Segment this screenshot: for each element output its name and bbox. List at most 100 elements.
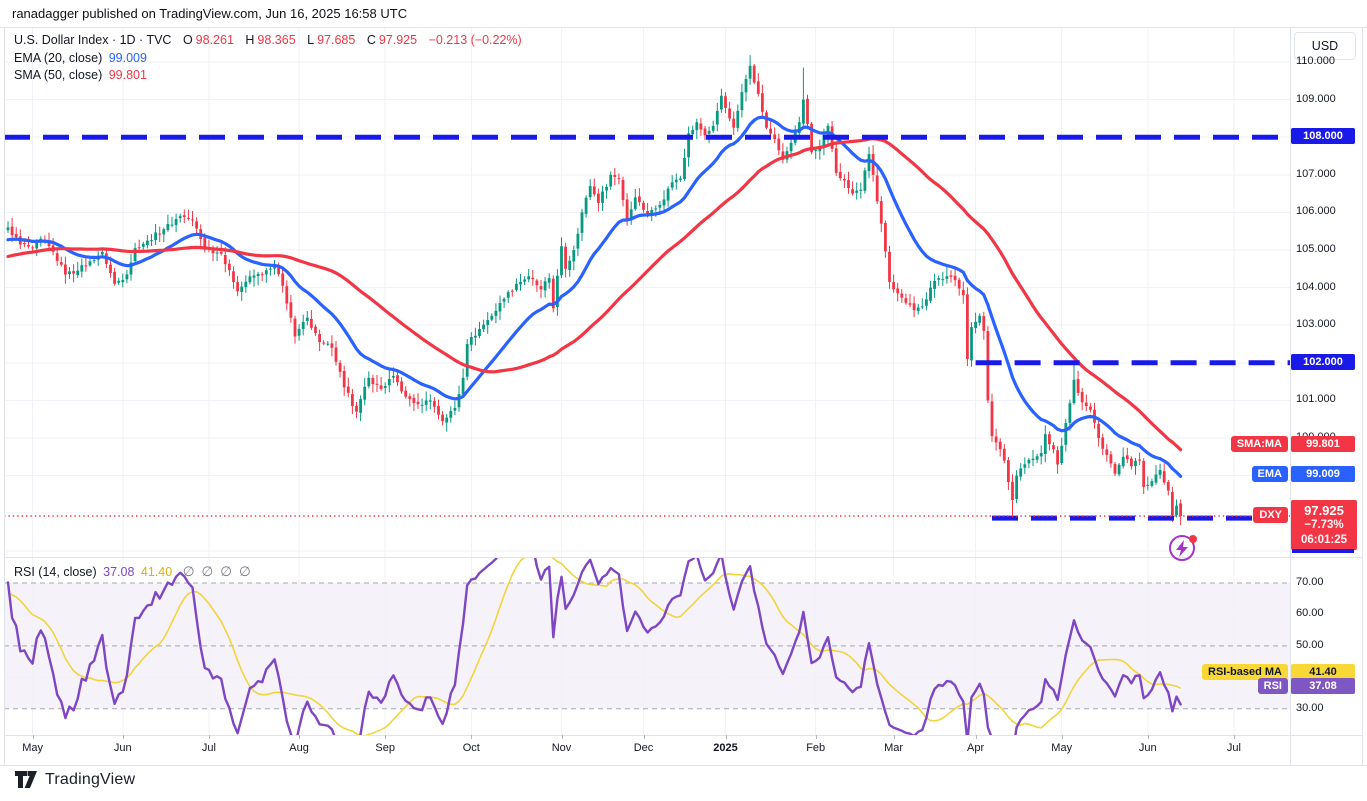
time-axis-label[interactable]: Mar [884, 742, 904, 754]
time-axis-label[interactable]: Dec [633, 742, 654, 754]
price-axis-tick: 109.000 [1296, 92, 1336, 105]
rsi-pill: RSI [1257, 677, 1288, 694]
rsi-pane-canvas[interactable] [0, 557, 1290, 735]
time-axis-label[interactable]: Jun [1138, 742, 1157, 754]
widget-left-border [4, 28, 5, 765]
time-axis-tickmark [299, 735, 301, 739]
ema-value: 99.009 [108, 51, 147, 65]
price-axis-tick: 110.000 [1296, 55, 1335, 67]
time-axis-tickmark [975, 735, 977, 739]
tradingview-logo-text: TradingView [45, 770, 136, 788]
rsi-line [6, 557, 1182, 735]
rsi-axis-tick: 30.00 [1296, 701, 1324, 714]
ohlc-open-value: 98.261 [195, 33, 234, 47]
tradingview-logo-icon [15, 771, 37, 788]
last-price-box: 97.925 −7.73% 06:01:25 [1291, 500, 1357, 551]
tradingview-logo[interactable]: TradingView [14, 770, 135, 789]
time-axis-label[interactable]: Jul [201, 742, 216, 754]
time-axis-label[interactable]: Jun [113, 742, 132, 754]
ohlc-low-label: L [307, 33, 315, 47]
time-axis-label[interactable]: Feb [806, 742, 826, 754]
time-axis-label[interactable]: Jul [1226, 742, 1241, 754]
ohlc-close-value: 97.925 [378, 33, 418, 47]
ohlc-high-value: 98.365 [257, 33, 296, 47]
ema-value-tag: 99.009 [1291, 466, 1355, 483]
widget-bottom-border [0, 765, 1367, 766]
price-axis-separator [1290, 28, 1291, 765]
currency-button[interactable]: USD [1294, 32, 1356, 60]
price-axis-tick: 103.000 [1296, 318, 1336, 331]
rsi-label: RSI (14, close) [14, 565, 97, 579]
rsi-based-ma-pill: RSI-based MA [1202, 663, 1288, 680]
time-axis-label[interactable]: Aug [289, 742, 309, 754]
change-percent: −7.73% [1304, 519, 1344, 532]
rsi-axis-tick: 70.00 [1296, 576, 1324, 588]
change-value: −0.213 (−0.22%) [428, 33, 522, 47]
pane-divider [4, 557, 1362, 558]
lightning-bolt-icon [1175, 540, 1188, 558]
smama-pill: SMA:MA [1230, 436, 1288, 453]
sma-legend[interactable]: SMA (50, close) 99.801 [14, 68, 147, 82]
countdown-timer: 06:01:25 [1300, 534, 1348, 547]
flash-idea-marker[interactable] [1166, 531, 1200, 565]
price-axis-tick: 101.000 [1296, 393, 1336, 406]
rsi-hidden-plots: ∅ ∅ ∅ ∅ [176, 564, 251, 579]
ema-pill: EMA [1251, 466, 1288, 483]
sma50-line [6, 137, 1183, 452]
rsi-value: 37.08 [103, 565, 135, 579]
empty-set-icon: ∅ [238, 564, 251, 579]
time-axis-label[interactable]: May [22, 742, 43, 754]
time-axis-tickmark [208, 735, 210, 739]
rsi-axis-tick: 50.00 [1296, 638, 1324, 651]
time-axis-tickmark [1061, 735, 1063, 739]
widget-right-border [1362, 28, 1363, 765]
time-axis-tickmark [1233, 735, 1235, 739]
ohlc-low-value: 97.685 [317, 33, 356, 47]
ohlc-open-label: O [182, 33, 193, 47]
sma-label: SMA (50, close) [14, 68, 103, 82]
dxy-pill: DXY [1253, 507, 1288, 524]
price-pane-canvas[interactable] [0, 28, 1290, 557]
ema20-line [6, 115, 1183, 478]
symbol-legend[interactable]: U.S. Dollar Index · 1D · TVC O 98.261 H 98… [14, 33, 522, 47]
price-axis-tick: 107.000 [1296, 167, 1336, 180]
rsi-value-tag: 37.08 [1291, 677, 1355, 694]
marker-circle [1168, 535, 1195, 562]
time-axis-label[interactable]: 2025 [713, 742, 738, 754]
time-axis-label[interactable]: Oct [462, 742, 480, 754]
ohlc-high-label: H [245, 33, 255, 47]
rsi-axis-tick: 60.00 [1296, 607, 1324, 620]
ohlc-close-label: C [366, 33, 376, 47]
ema-label: EMA (20, close) [14, 51, 103, 65]
ema-legend[interactable]: EMA (20, close) 99.009 [14, 51, 147, 65]
level-axis-bar [1292, 549, 1354, 554]
empty-set-icon: ∅ [201, 564, 214, 579]
smama-value-tag: 99.801 [1291, 436, 1355, 453]
price-axis-tick: 106.000 [1296, 205, 1336, 218]
level-price-tag: 102.000 [1291, 353, 1355, 370]
time-axis-tickmark [815, 735, 817, 739]
time-axis-tickmark [122, 735, 124, 739]
time-axis-top-border [4, 735, 1362, 736]
rsi-legend[interactable]: RSI (14, close) 37.08 41.40 ∅ ∅ ∅ ∅ [14, 564, 251, 580]
empty-set-icon: ∅ [220, 564, 232, 579]
rsi-ma-line [7, 557, 1181, 735]
candlestick-series [6, 55, 1182, 525]
last-price-value: 97.925 [1304, 503, 1344, 519]
time-axis-tickmark [385, 735, 387, 739]
notification-dot [1188, 535, 1197, 544]
price-axis-tick: 104.000 [1296, 280, 1336, 293]
time-axis-label[interactable]: Nov [551, 742, 572, 754]
time-axis-label[interactable]: Sep [375, 742, 395, 754]
rsi-based-ma-value-tag: 41.40 [1291, 663, 1355, 680]
time-axis-tickmark [32, 735, 34, 739]
publish-byline: ranadagger published on TradingView.com,… [12, 6, 408, 21]
time-axis-tickmark [725, 735, 727, 739]
widget-top-border [0, 27, 1367, 28]
sma-value: 99.801 [108, 68, 147, 82]
time-axis-tickmark [1147, 735, 1149, 739]
symbol-title: U.S. Dollar Index · 1D · TVC [14, 33, 172, 47]
time-axis-label[interactable]: May [1051, 742, 1073, 754]
time-axis-label[interactable]: Apr [967, 742, 985, 754]
